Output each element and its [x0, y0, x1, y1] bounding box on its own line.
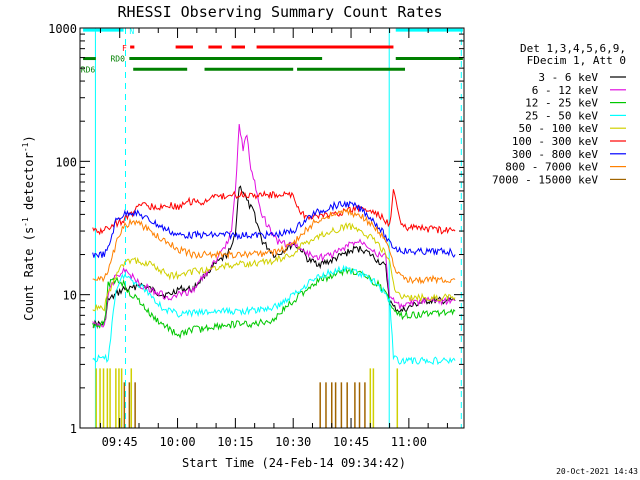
timestamp: 20-Oct-2021 14:43	[556, 467, 638, 476]
chart-title: RHESSI Observing Summary Count Rates	[117, 3, 442, 21]
series-line-300-800keV	[92, 200, 456, 259]
series-line-100-300keV	[92, 189, 456, 236]
x-tick-label-1: 10:00	[159, 435, 195, 449]
series-line-25-50keV	[92, 264, 456, 366]
legend-label-3: 25 - 50 keV	[525, 109, 598, 122]
plot-frame	[79, 27, 465, 429]
x-tick-label-2: 10:15	[217, 435, 253, 449]
legend-label-6: 300 - 800 keV	[512, 148, 598, 161]
legend-label-7: 800 - 7000 keV	[505, 161, 598, 174]
legend-label-0: 3 - 6 keV	[538, 71, 598, 84]
y-tick-label-2: 100	[55, 155, 77, 169]
y-tick-label-3: 1000	[48, 22, 77, 36]
spike-markers	[95, 368, 399, 428]
legend-label-4: 50 - 100 keV	[519, 122, 599, 135]
x-tick-label-3: 10:30	[275, 435, 311, 449]
flags-layer: NF RD0 RD6	[81, 27, 463, 74]
series-layer	[92, 123, 456, 366]
flag-label-N: N	[129, 27, 134, 36]
y-axis-label-end: )	[22, 135, 36, 142]
series-line-50-100keV	[92, 221, 456, 312]
x-tick-label-5: 11:00	[391, 435, 427, 449]
flag-label-RD0: RD0	[110, 55, 125, 64]
legend-header-2: FDecim 1, Att 0	[527, 54, 626, 67]
axis-ticks: 09:45 10:00 10:15 10:30 10:45 11:00 1 10 100 1000	[48, 22, 464, 449]
legend-label-2: 12 - 25 keV	[525, 97, 598, 110]
x-tick-label-4: 10:45	[333, 435, 369, 449]
series-line-800-7000keV	[92, 207, 456, 285]
y-axis-label-mid: detector	[22, 152, 36, 217]
legend: Det 1,3,4,5,6,9, FDecim 1, Att 0 3 - 6 k…	[492, 42, 626, 186]
legend-label-1: 6 - 12 keV	[532, 84, 599, 97]
legend-label-5: 100 - 300 keV	[512, 135, 598, 148]
y-axis-label-main: Count Rate (s	[22, 227, 36, 321]
x-tick-label-0: 09:45	[102, 435, 138, 449]
y-axis-label-sup1: -1	[21, 217, 30, 227]
legend-header-1: Det 1,3,4,5,6,9,	[520, 42, 626, 55]
x-axis-label: Start Time (24-Feb-14 09:34:42)	[182, 456, 406, 470]
series-line-12-25keV	[92, 267, 456, 339]
y-tick-label-1: 10	[63, 289, 77, 303]
y-axis-label-sup2: -1	[21, 142, 30, 152]
y-axis-label: Count Rate (s-1 detector-1)	[21, 135, 36, 320]
flag-label-F: F	[122, 44, 127, 53]
legend-label-8: 7000 - 15000 keV	[492, 173, 598, 186]
y-tick-label-0: 1	[70, 422, 77, 436]
flag-label-RD6: RD6	[81, 65, 96, 74]
